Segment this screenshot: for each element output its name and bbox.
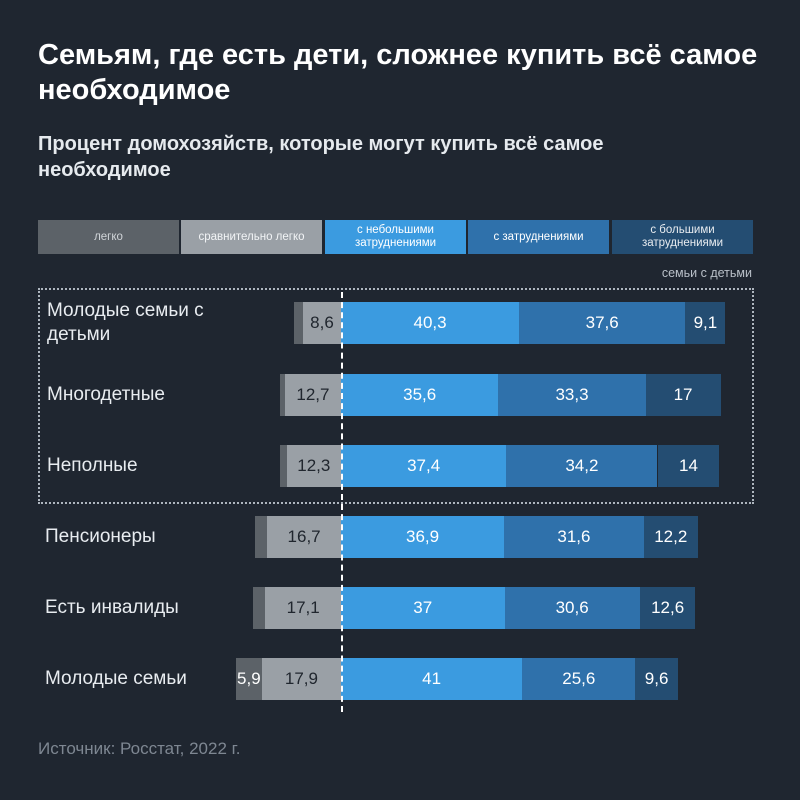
bar-value-label: 37 xyxy=(413,598,433,617)
bar-value-label: 12,2 xyxy=(654,527,688,546)
bar-segment: 31,6 xyxy=(504,516,644,558)
bar-segment: 12,3 xyxy=(286,445,341,487)
bar-segment xyxy=(294,302,303,344)
legend-item: легко xyxy=(38,220,179,254)
bar-segment: 17,1 xyxy=(265,587,341,629)
bar-segment: 30,6 xyxy=(504,587,640,629)
bar-value-label: 37,4 xyxy=(407,456,441,475)
bar-segment xyxy=(279,374,285,416)
group-label: семьи с детьми xyxy=(661,266,752,280)
baseline-line xyxy=(341,292,343,712)
category-label: Неполные xyxy=(47,455,138,476)
category-label: Молодые семьи xyxy=(45,668,187,689)
bar-value-label: 25,6 xyxy=(562,669,596,688)
bar-value-label: 16,7 xyxy=(287,527,321,546)
bar-value-label: 9,6 xyxy=(644,669,669,688)
group-highlight-box xyxy=(38,288,754,504)
bar-value-label: 37,6 xyxy=(585,313,619,332)
bar-value-label: 12,7 xyxy=(296,385,330,404)
bar-value-label: 17,1 xyxy=(286,598,320,617)
bar-segment xyxy=(255,516,268,558)
bar-value-label: 31,6 xyxy=(557,527,591,546)
legend-item: с небольшими затруднениями xyxy=(325,220,466,254)
bar-segment xyxy=(279,445,287,487)
bar-segment: 17 xyxy=(645,374,721,416)
legend-item: с большими затруднениями xyxy=(612,220,753,254)
source-note: Источник: Росстат, 2022 г. xyxy=(38,739,241,758)
bar-value-label: 40,3 xyxy=(413,313,447,332)
legend-item: сравнительно легко xyxy=(181,220,322,254)
bar-segment: 14 xyxy=(657,445,720,487)
bar-segment: 37 xyxy=(341,587,505,629)
bar-value-label: 33,3 xyxy=(555,385,589,404)
bar-segment: 41 xyxy=(341,658,523,700)
bar-segment: 12,2 xyxy=(643,516,698,558)
category-label: Пенсионеры xyxy=(45,526,156,547)
bar-segment: 8,6 xyxy=(303,302,341,344)
bar-segment: 25,6 xyxy=(522,658,636,700)
bar-value-label: 35,6 xyxy=(403,385,437,404)
bar-segment: 9,6 xyxy=(635,658,678,700)
bar-value-label: 5,9 xyxy=(237,669,261,688)
bar-value-label: 12,3 xyxy=(297,456,331,475)
bar-value-label: 17,9 xyxy=(284,669,318,688)
chart-subtitle: Процент домохозяйств, которые могут купи… xyxy=(38,133,604,181)
bar-segment: 37,4 xyxy=(341,445,507,487)
bar-value-label: 14 xyxy=(678,456,698,475)
bar-value-label: 34,2 xyxy=(565,456,599,475)
bar-value-label: 30,6 xyxy=(555,598,589,617)
bar-value-label: 36,9 xyxy=(406,527,440,546)
bar-value-label: 12,6 xyxy=(651,598,685,617)
legend-item: с затруднениями xyxy=(468,220,609,254)
bar-segment: 9,1 xyxy=(685,302,726,344)
category-label: Молодые семьи с детьми xyxy=(47,300,204,345)
bar-value-label: 41 xyxy=(422,669,442,688)
category-label: Есть инвалиды xyxy=(45,597,179,618)
bar-segment: 40,3 xyxy=(341,302,520,344)
chart-title: Семьям, где есть дети, сложнее купить вс… xyxy=(38,39,758,106)
bar-segment: 34,2 xyxy=(506,445,658,487)
bar-segment: 16,7 xyxy=(267,516,341,558)
bar-segment: 17,9 xyxy=(261,658,341,700)
bar-value-label: 17 xyxy=(673,385,693,404)
bar-value-label: 8,6 xyxy=(310,313,334,332)
bar-segment: 5,9 xyxy=(235,658,262,700)
bar-segment: 12,6 xyxy=(639,587,696,629)
bar-segment: 12,7 xyxy=(284,374,341,416)
category-label: Многодетные xyxy=(47,384,165,405)
bar-segment: 35,6 xyxy=(341,374,499,416)
bar-segment: 37,6 xyxy=(519,302,686,344)
bar-segment: 33,3 xyxy=(498,374,646,416)
bar-segment xyxy=(253,587,266,629)
bar-segment: 36,9 xyxy=(341,516,505,558)
bar-value-label: 9,1 xyxy=(693,313,718,332)
